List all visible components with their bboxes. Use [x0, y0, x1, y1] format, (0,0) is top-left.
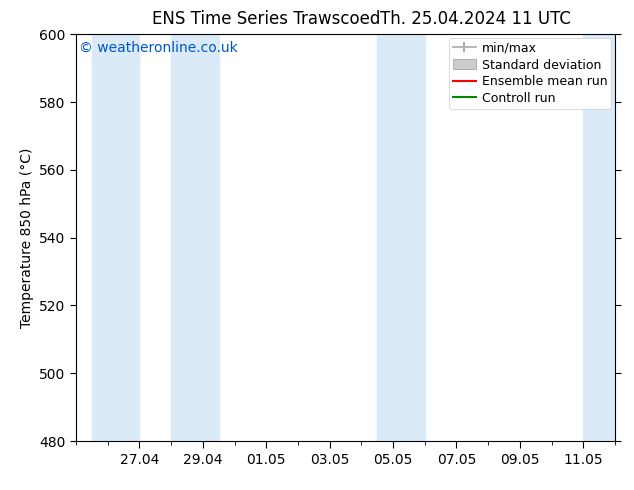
Bar [171, 34, 219, 441]
Text: Th. 25.04.2024 11 UTC: Th. 25.04.2024 11 UTC [380, 10, 571, 28]
Bar [583, 34, 615, 441]
Text: ENS Time Series Trawscoed: ENS Time Series Trawscoed [152, 10, 380, 28]
Text: © weatheronline.co.uk: © weatheronline.co.uk [79, 40, 238, 54]
Legend: min/max, Standard deviation, Ensemble mean run, Controll run: min/max, Standard deviation, Ensemble me… [450, 38, 611, 109]
Y-axis label: Temperature 850 hPa (°C): Temperature 850 hPa (°C) [20, 147, 34, 328]
Bar [377, 34, 425, 441]
Bar [92, 34, 139, 441]
